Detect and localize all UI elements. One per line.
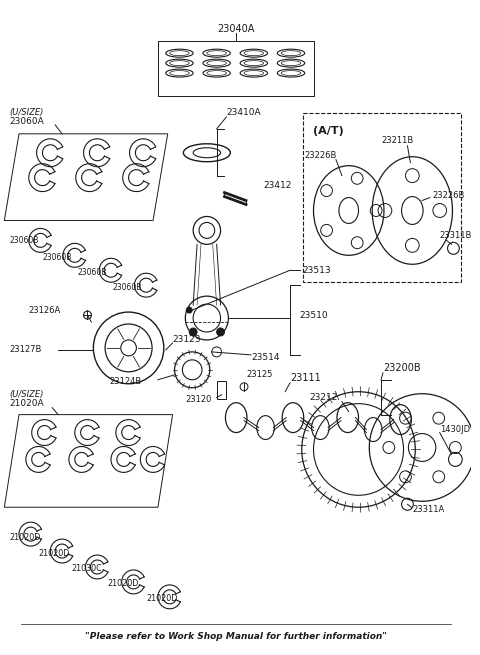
Text: 23513: 23513 xyxy=(303,266,331,274)
Text: 23124B: 23124B xyxy=(109,377,141,386)
Text: 23211B: 23211B xyxy=(381,136,413,145)
Text: 23111: 23111 xyxy=(290,373,321,383)
Text: 23060B: 23060B xyxy=(9,236,38,245)
Text: 23125: 23125 xyxy=(246,370,272,379)
Text: 23200B: 23200B xyxy=(383,363,420,373)
Text: 23127B: 23127B xyxy=(9,345,42,354)
Text: 23120: 23120 xyxy=(185,395,212,404)
Text: 23226B: 23226B xyxy=(432,191,464,200)
Text: 21020A: 21020A xyxy=(9,399,44,408)
Text: 23060B: 23060B xyxy=(43,253,72,262)
Text: 23212: 23212 xyxy=(310,393,338,402)
Text: (A/T): (A/T) xyxy=(312,126,343,136)
Text: 23060B: 23060B xyxy=(78,268,107,276)
Text: 1430JD: 1430JD xyxy=(440,425,470,434)
Text: "Please refer to Work Shop Manual for further information": "Please refer to Work Shop Manual for fu… xyxy=(85,632,387,641)
Text: (U/SIZE): (U/SIZE) xyxy=(9,390,44,399)
Text: 21020D: 21020D xyxy=(9,533,41,542)
Text: 21030C: 21030C xyxy=(72,565,103,574)
Text: 23226B: 23226B xyxy=(305,151,337,160)
Bar xyxy=(303,113,461,282)
Text: 23311B: 23311B xyxy=(440,231,472,240)
Text: 23510: 23510 xyxy=(300,310,328,320)
Text: 23412: 23412 xyxy=(264,181,292,190)
Text: 21020D: 21020D xyxy=(107,580,138,588)
Text: 23060A: 23060A xyxy=(9,117,44,126)
Text: 23123: 23123 xyxy=(173,335,201,345)
Circle shape xyxy=(216,328,225,336)
Bar xyxy=(158,41,314,96)
Text: 21020D: 21020D xyxy=(146,594,178,603)
Text: (U/SIZE): (U/SIZE) xyxy=(9,109,44,117)
Text: 23060B: 23060B xyxy=(113,283,142,291)
Text: 21020D: 21020D xyxy=(38,548,70,557)
Text: 23410A: 23410A xyxy=(227,109,261,117)
Text: 23514: 23514 xyxy=(251,353,279,362)
Text: 23040A: 23040A xyxy=(217,24,255,34)
Text: 23311A: 23311A xyxy=(412,505,444,514)
Circle shape xyxy=(189,328,197,336)
Circle shape xyxy=(186,307,192,313)
Text: 23126A: 23126A xyxy=(29,306,61,314)
Bar xyxy=(216,381,227,399)
